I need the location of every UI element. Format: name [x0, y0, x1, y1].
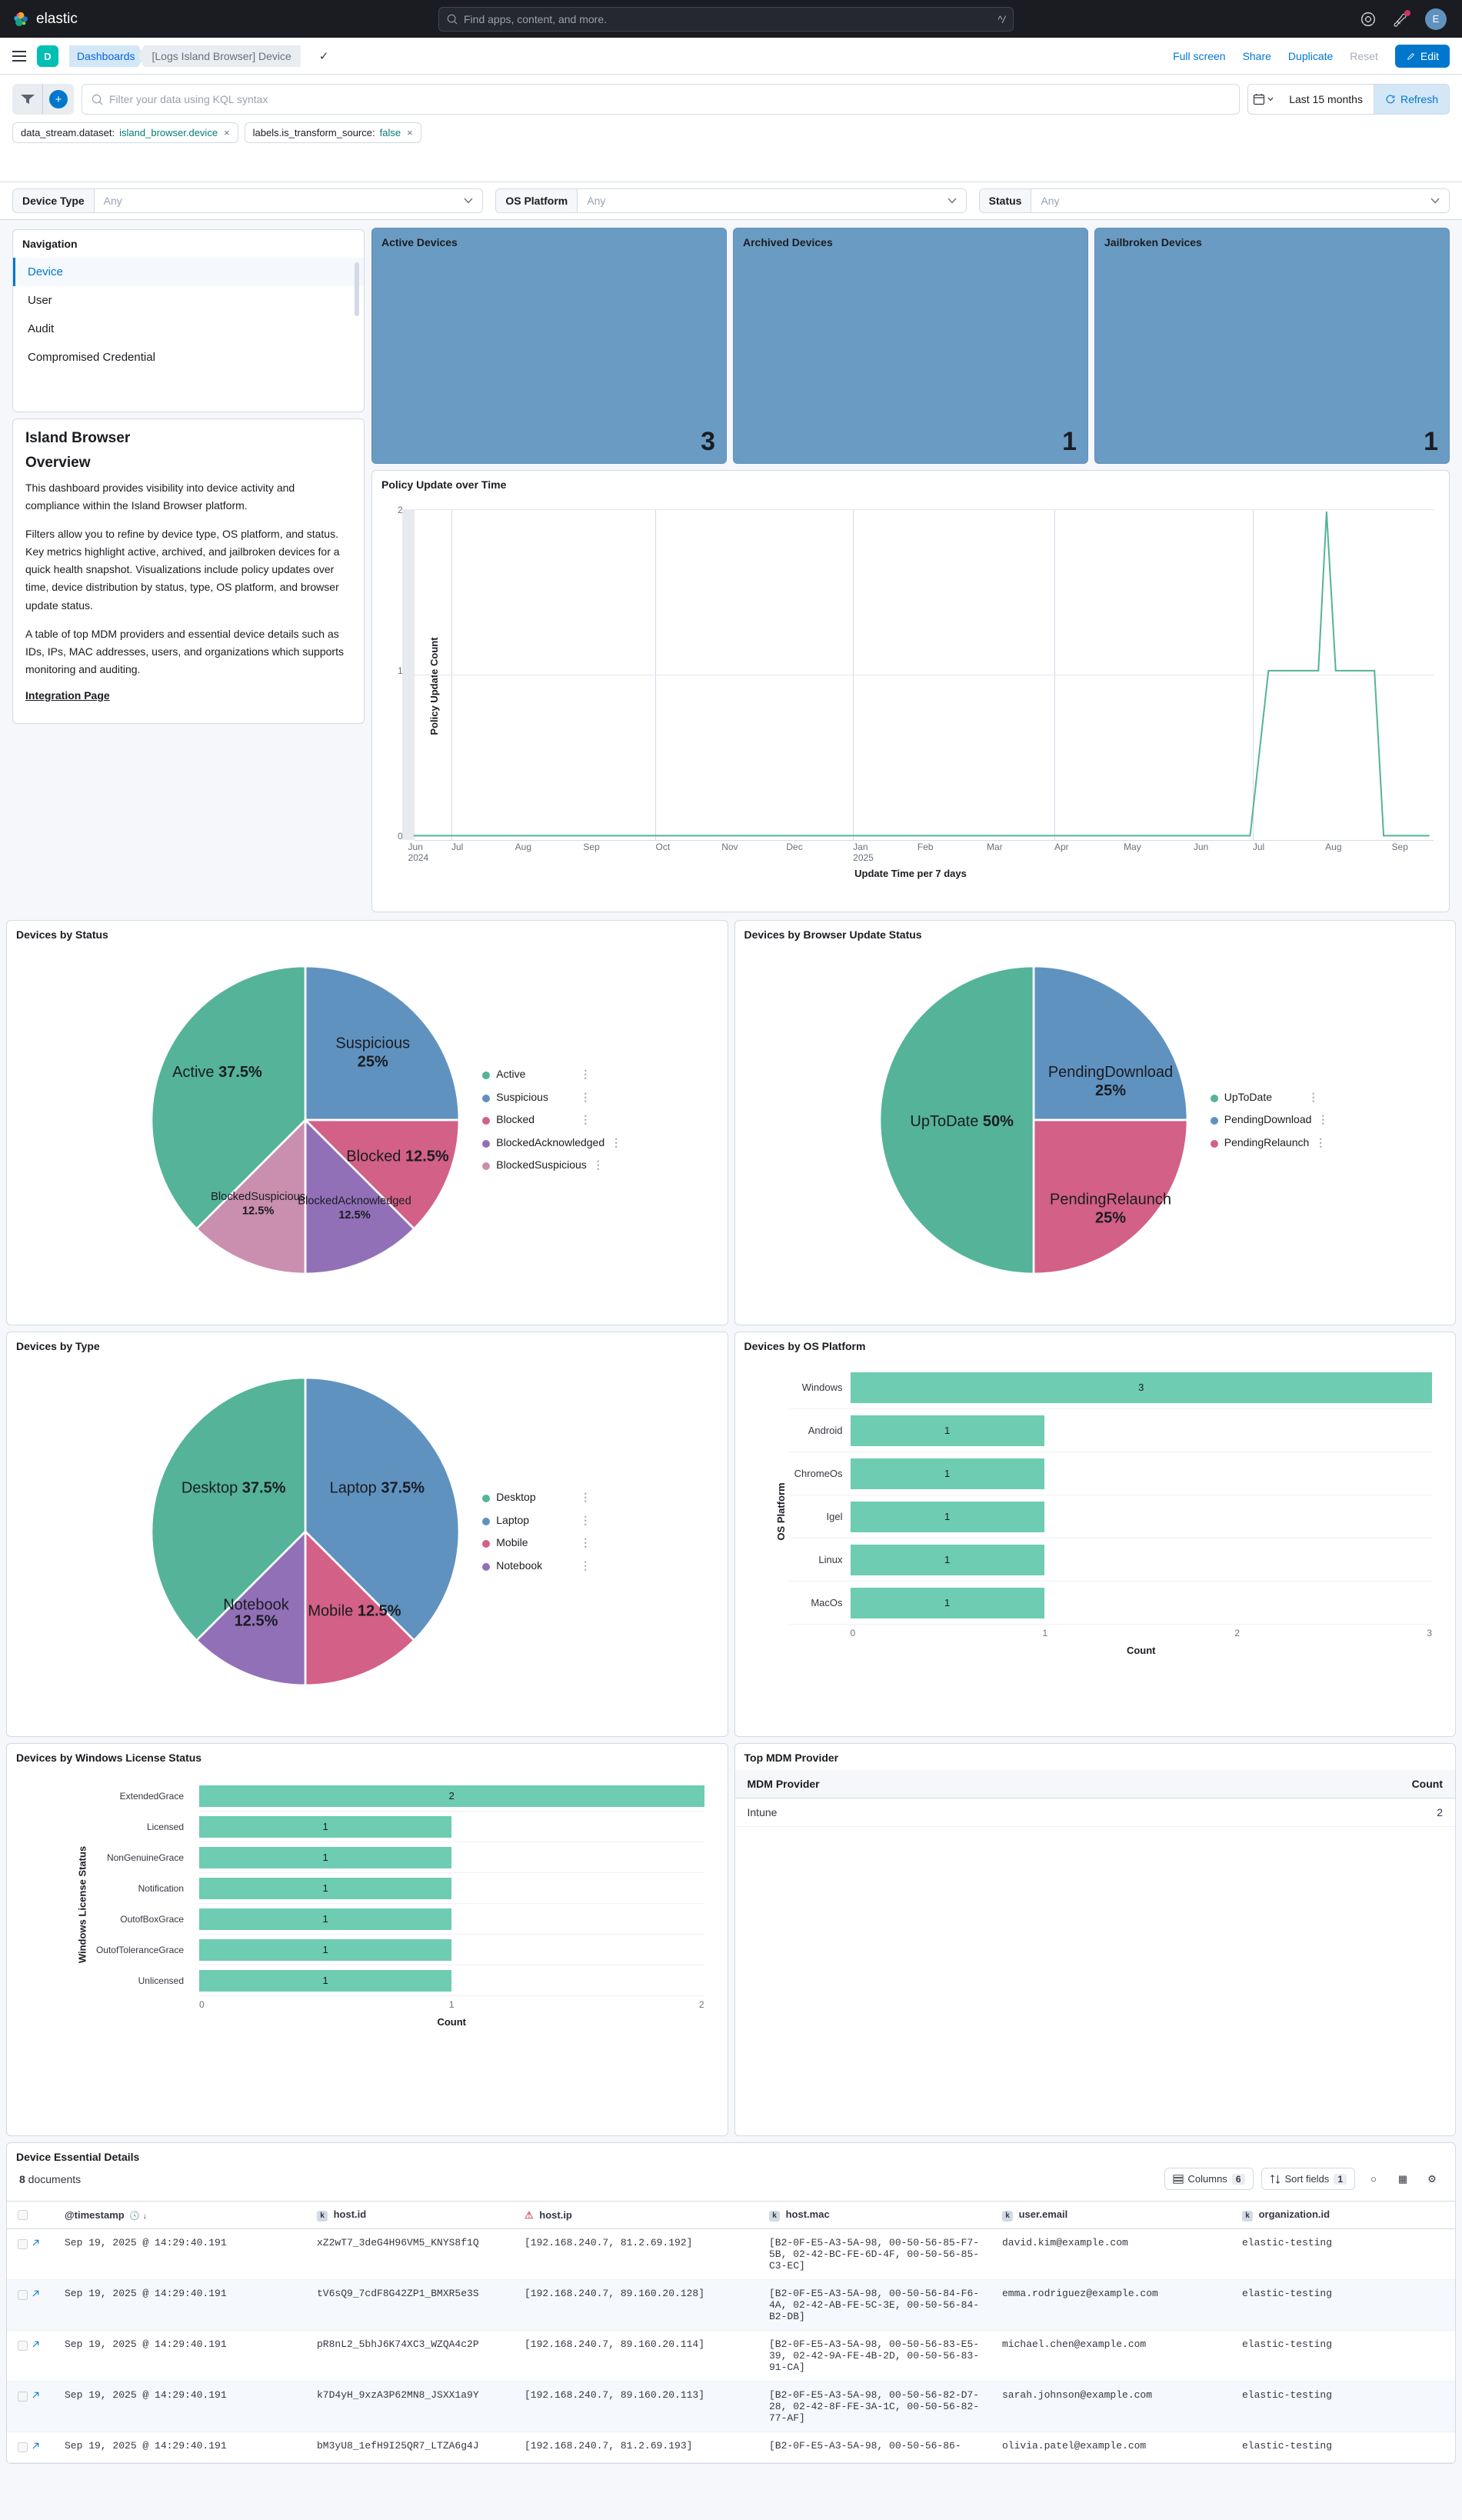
svg-text:Active 37.5%: Active 37.5% [172, 1064, 262, 1081]
svg-text:12.5%: 12.5% [235, 1613, 278, 1630]
svg-text:Desktop 37.5%: Desktop 37.5% [182, 1479, 286, 1496]
svg-text:25%: 25% [1095, 1209, 1126, 1226]
svg-text:25%: 25% [358, 1054, 388, 1071]
svg-text:25%: 25% [1095, 1082, 1126, 1099]
svg-text:Blocked 12.5%: Blocked 12.5% [347, 1148, 450, 1165]
svg-text:BlockedSuspicious: BlockedSuspicious [211, 1191, 305, 1203]
svg-text:PendingRelaunch: PendingRelaunch [1050, 1191, 1171, 1208]
svg-text:Mobile 12.5%: Mobile 12.5% [308, 1602, 401, 1619]
svg-text:UpToDate 50%: UpToDate 50% [910, 1113, 1014, 1130]
svg-text:PendingDownload: PendingDownload [1048, 1064, 1173, 1081]
svg-text:Notebook: Notebook [223, 1596, 290, 1613]
svg-text:Laptop 37.5%: Laptop 37.5% [330, 1479, 425, 1496]
svg-text:Suspicious: Suspicious [336, 1035, 411, 1052]
svg-text:12.5%: 12.5% [338, 1209, 371, 1222]
svg-text:BlockedAcknowledged: BlockedAcknowledged [298, 1195, 411, 1207]
svg-text:12.5%: 12.5% [242, 1205, 275, 1218]
